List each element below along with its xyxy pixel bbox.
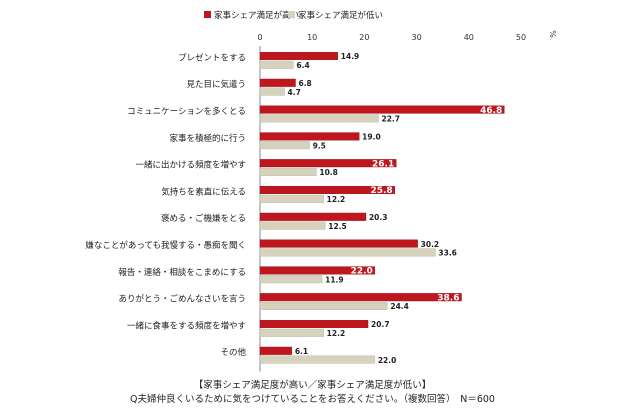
legend-label-1: 家事シェア満足が低い [298,10,383,21]
bar-low [259,328,324,337]
x-tick-label: 40 [464,33,474,42]
bar-high [259,78,296,87]
category-label: 褒める・ご機嫌をとる [161,213,246,224]
category-label: その他 [220,347,246,358]
bar-low [259,355,376,364]
data-label: 30.2 [421,240,440,249]
category-label: 報告・連絡・相談をこまめにする [118,267,246,278]
x-tick-label: 0 [257,33,262,42]
data-label: 12.5 [328,222,347,231]
bar-high [259,132,360,141]
bar-high [259,346,293,355]
bar-low [259,60,294,69]
data-label: 12.2 [327,329,346,338]
bar-low [259,194,324,203]
data-label: 22.0 [378,356,397,365]
data-label: 10.8 [319,168,338,177]
data-label: 4.7 [288,88,301,97]
x-tick-label: 20 [359,33,369,42]
category-label: 気持ちを素直に伝える [161,186,246,197]
data-label: 33.6 [438,249,457,258]
chart-caption-title: 【家事シェア満足度が高い／家事シェア満足度が低い】 [193,380,432,391]
x-tick-label: 30 [412,33,422,42]
bar-high [259,105,505,114]
data-label: 24.4 [390,302,409,311]
legend-label-0: 家事シェア満足が高い [214,10,299,21]
category-label: プレゼントをする [178,52,246,63]
bar-low [259,248,436,257]
bar-high [259,52,338,61]
category-label: 一緒に出かける頻度を増やす [135,160,246,171]
category-label: 一緒に食事をする頻度を増やす [127,320,246,331]
bar-low [259,114,379,123]
bar-high [259,212,367,221]
bar-high [259,293,462,302]
chart-caption-question: Q夫婦仲良くいるために気をつけていることをお答えください。（複数回答） N＝60… [130,394,495,405]
data-label: 20.7 [371,320,390,329]
x-tick-label: 10 [307,33,317,42]
category-label: 見た目に気遣う [186,79,246,90]
unit-label: % [549,30,558,38]
data-label: 38.6 [437,293,459,303]
data-label: 6.1 [295,347,308,356]
x-tick-label: 50 [516,33,526,42]
data-label: 12.2 [327,195,346,204]
bar-high [259,239,418,248]
data-label: 25.8 [370,186,392,196]
data-label: 19.0 [362,133,381,142]
data-label: 11.9 [325,275,344,284]
category-label: 家事を積極的に行う [169,133,246,144]
bar-low [259,221,326,230]
legend-swatch-1 [288,11,295,18]
bar-low [259,167,317,176]
category-label: コミュニケーションを多くとる [127,106,246,117]
data-label: 46.8 [480,106,502,116]
bar-low [259,141,310,150]
bar-low [259,275,323,284]
category-label: 嫌なことがあっても我慢する・愚痴を聞く [85,240,246,251]
bar-low [259,87,285,96]
bar-high [259,185,395,194]
bar-high [259,266,376,275]
data-label: 9.5 [313,141,326,150]
data-label: 26.1 [372,159,394,169]
data-label: 6.4 [296,61,309,70]
data-label: 6.8 [298,79,311,88]
legend-swatch-0 [204,11,211,18]
category-label: ありがとう・ごめんなさいを言う [118,294,246,305]
data-label: 14.9 [341,52,360,61]
data-label: 22.0 [351,267,373,277]
data-label: 22.7 [381,115,400,124]
bar-low [259,302,388,311]
bar-high [259,159,397,168]
data-label: 20.3 [369,213,388,222]
bar-high [259,320,369,329]
